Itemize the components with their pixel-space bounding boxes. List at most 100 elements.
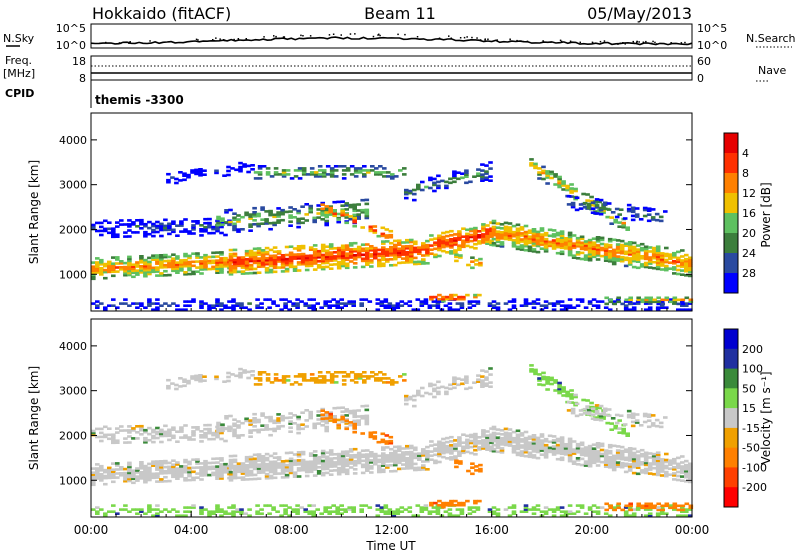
velocity-cell (531, 438, 537, 441)
velocity-cell (567, 437, 573, 441)
velocity-cell (111, 510, 116, 513)
velocity-cell (214, 377, 219, 381)
power-cell (300, 262, 306, 266)
power-cell (316, 204, 321, 207)
power-cell (119, 219, 124, 222)
power-cell (352, 262, 358, 265)
noise-search-dot (470, 39, 472, 41)
velocity-cell (272, 476, 278, 480)
velocity-cell (264, 424, 269, 427)
velocity-cell (199, 474, 204, 477)
power-cell (178, 179, 183, 182)
velocity-cell (243, 512, 248, 515)
power-cell (437, 244, 442, 248)
power-cell (461, 239, 466, 243)
velocity-cell (308, 468, 314, 472)
power-cell (312, 252, 318, 255)
power-cell (555, 300, 561, 303)
velocity-cell (404, 396, 409, 400)
velocity-cell (91, 475, 96, 478)
power-cell (123, 267, 128, 271)
velocity-cell (297, 383, 303, 386)
velocity-cell (344, 464, 350, 467)
power-cell (195, 256, 200, 259)
power-cell (301, 167, 307, 170)
power-cell (211, 225, 216, 229)
velocity-cell (585, 399, 590, 402)
velocity-cell (239, 512, 244, 515)
power-cell (288, 265, 294, 269)
power-cell (316, 212, 321, 215)
velocity-cell (276, 417, 281, 420)
velocity-cell (467, 512, 473, 515)
velocity-cell (599, 452, 605, 456)
power-cell (187, 256, 192, 260)
power-cell (111, 304, 116, 307)
power-cell (248, 213, 253, 216)
velocity-cell (359, 510, 364, 513)
power-cell (320, 207, 325, 211)
velocity-cell (199, 468, 204, 471)
power-cell (390, 177, 395, 180)
power-cell (163, 274, 168, 277)
velocity-cell (365, 449, 370, 452)
velocity-cell (608, 506, 613, 510)
velocity-cell (511, 444, 517, 448)
power-cell (473, 242, 478, 246)
velocity-cell (232, 474, 238, 478)
velocity-cell (272, 462, 278, 465)
velocity-cell (650, 414, 656, 417)
velocity-cell (533, 368, 538, 372)
velocity-cell (348, 450, 354, 453)
velocity-cell (219, 431, 224, 435)
velocity-cell (240, 462, 246, 465)
velocity-cell (583, 450, 589, 453)
velocity-cell (300, 423, 305, 426)
power-cell (507, 232, 513, 235)
velocity-cell (547, 450, 553, 454)
velocity-cell (384, 434, 390, 437)
velocity-cell (416, 393, 421, 397)
power-cell (321, 175, 327, 178)
velocity-cell (300, 468, 306, 472)
power-cell (503, 227, 509, 231)
power-cell (264, 210, 269, 213)
power-cell (535, 238, 541, 242)
velocity-cell (651, 454, 657, 458)
velocity-cell (440, 385, 445, 389)
power-cell (252, 219, 257, 222)
velocity-cell (481, 443, 486, 446)
velocity-cell (551, 439, 557, 442)
power-cell (195, 254, 200, 257)
velocity-cell (216, 427, 221, 431)
velocity-cell (211, 461, 216, 465)
power-cell (515, 229, 521, 233)
velocity-cell (587, 452, 593, 456)
velocity-cell (368, 435, 374, 439)
power-cell (215, 229, 220, 233)
velocity-cell (464, 379, 469, 382)
power-cell (323, 302, 328, 305)
power-cell (477, 293, 482, 297)
power-cell (198, 170, 203, 173)
power-cell (470, 266, 475, 270)
velocity-cell (555, 457, 561, 461)
power-cell (207, 255, 212, 259)
velocity-cell (360, 417, 365, 420)
velocity-cell (127, 463, 132, 467)
velocity-cell (143, 480, 148, 484)
colorbar-segment (724, 133, 738, 154)
power-cell (280, 266, 286, 269)
power-cell (360, 247, 366, 251)
power-cell (131, 231, 136, 234)
power-cell (227, 223, 232, 227)
velocity-cell (441, 455, 446, 459)
velocity-cell (655, 467, 661, 471)
velocity-cell (627, 449, 633, 452)
velocity-cell (619, 453, 625, 457)
velocity-cell (579, 449, 585, 453)
power-cell (191, 260, 196, 264)
power-cell (340, 258, 346, 262)
power-cell (634, 207, 640, 210)
velocity-cell (405, 465, 410, 468)
